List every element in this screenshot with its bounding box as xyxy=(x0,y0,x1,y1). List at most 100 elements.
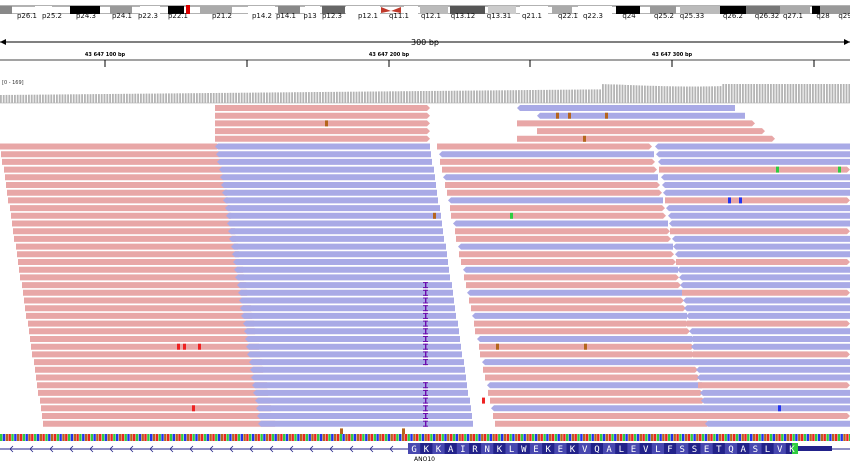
aligned-read[interactable] xyxy=(24,297,252,304)
aligned-read[interactable] xyxy=(215,105,430,111)
alignment-track[interactable] xyxy=(0,104,850,434)
aligned-read[interactable] xyxy=(517,135,775,142)
aligned-read[interactable] xyxy=(686,312,850,319)
aligned-read[interactable] xyxy=(687,320,850,327)
aligned-read[interactable] xyxy=(668,212,850,219)
aligned-read[interactable] xyxy=(658,158,850,165)
aligned-read[interactable] xyxy=(12,220,236,227)
aligned-read[interactable] xyxy=(246,343,461,350)
aligned-read[interactable] xyxy=(655,143,850,150)
aligned-read[interactable] xyxy=(448,197,663,204)
aligned-read[interactable] xyxy=(229,235,444,242)
aligned-read[interactable] xyxy=(1,151,222,158)
aligned-read[interactable] xyxy=(443,174,658,181)
aligned-read[interactable] xyxy=(215,135,430,142)
aligned-read[interactable] xyxy=(234,266,449,273)
aligned-read[interactable] xyxy=(701,397,850,404)
aligned-read[interactable] xyxy=(491,405,706,412)
aligned-read[interactable] xyxy=(4,166,225,173)
aligned-read[interactable] xyxy=(467,289,682,296)
aligned-read[interactable] xyxy=(231,243,446,250)
aligned-read[interactable] xyxy=(245,336,460,342)
aligned-read[interactable] xyxy=(237,282,452,289)
aligned-read[interactable] xyxy=(472,312,687,319)
aligned-read[interactable] xyxy=(455,228,670,235)
aligned-read[interactable] xyxy=(450,205,665,212)
aligned-read[interactable] xyxy=(482,359,697,366)
aligned-read[interactable] xyxy=(243,320,458,327)
aligned-read[interactable] xyxy=(483,366,698,373)
aligned-read[interactable] xyxy=(464,274,679,281)
aligned-read[interactable] xyxy=(17,251,242,258)
aligned-read[interactable] xyxy=(705,420,850,427)
aligned-read[interactable] xyxy=(220,174,435,181)
aligned-read[interactable] xyxy=(447,189,662,196)
aligned-read[interactable] xyxy=(662,182,850,188)
aligned-read[interactable] xyxy=(703,405,850,412)
aligned-read[interactable] xyxy=(659,166,850,173)
aligned-read[interactable] xyxy=(223,197,438,204)
aligned-read[interactable] xyxy=(216,151,431,158)
aligned-read[interactable] xyxy=(693,351,850,358)
aligned-read[interactable] xyxy=(18,259,244,265)
aligned-read[interactable] xyxy=(221,182,436,188)
aligned-read[interactable] xyxy=(252,382,467,389)
aligned-read[interactable] xyxy=(485,374,700,381)
aligned-read[interactable] xyxy=(217,158,432,165)
aligned-read[interactable] xyxy=(19,266,246,273)
aligned-read[interactable] xyxy=(517,105,735,111)
aligned-read[interactable] xyxy=(238,289,453,296)
aligned-read[interactable] xyxy=(215,143,430,150)
aligned-read[interactable] xyxy=(30,336,260,342)
aligned-read[interactable] xyxy=(676,259,850,265)
aligned-read[interactable] xyxy=(215,128,430,135)
aligned-read[interactable] xyxy=(244,328,459,335)
aligned-read[interactable] xyxy=(487,382,702,389)
aligned-read[interactable] xyxy=(661,174,850,181)
aligned-read[interactable] xyxy=(8,197,231,204)
aligned-read[interactable] xyxy=(32,351,263,358)
aligned-read[interactable] xyxy=(683,297,850,304)
aligned-read[interactable] xyxy=(682,289,850,296)
aligned-read[interactable] xyxy=(41,405,274,412)
aligned-read[interactable] xyxy=(445,182,660,188)
aligned-read[interactable] xyxy=(690,336,850,342)
aligned-read[interactable] xyxy=(694,359,850,366)
aligned-read[interactable] xyxy=(677,266,850,273)
aligned-read[interactable] xyxy=(225,205,440,212)
aligned-read[interactable] xyxy=(251,374,466,381)
aligned-read[interactable] xyxy=(5,174,226,181)
aligned-read[interactable] xyxy=(249,359,464,366)
aligned-read[interactable] xyxy=(239,297,454,304)
aligned-read[interactable] xyxy=(23,289,250,296)
aligned-read[interactable] xyxy=(698,382,850,389)
aligned-read[interactable] xyxy=(43,420,278,427)
aligned-read[interactable] xyxy=(488,389,703,396)
aligned-read[interactable] xyxy=(250,366,465,373)
aligned-read[interactable] xyxy=(495,420,710,427)
aligned-read[interactable] xyxy=(35,366,266,373)
aligned-read[interactable] xyxy=(691,343,850,350)
aligned-read[interactable] xyxy=(466,282,681,289)
aligned-read[interactable] xyxy=(439,151,654,158)
aligned-read[interactable] xyxy=(493,413,708,419)
aligned-read[interactable] xyxy=(666,205,850,212)
aligned-read[interactable] xyxy=(233,259,448,265)
aligned-read[interactable] xyxy=(226,212,441,219)
reference-sequence-track[interactable] xyxy=(0,434,850,442)
aligned-read[interactable] xyxy=(437,143,652,150)
aligned-read[interactable] xyxy=(258,420,473,427)
aligned-read[interactable] xyxy=(469,297,684,304)
aligned-read[interactable] xyxy=(20,274,247,281)
aligned-read[interactable] xyxy=(440,158,655,165)
aligned-read[interactable] xyxy=(232,251,447,258)
aligned-read[interactable] xyxy=(22,282,249,289)
aligned-read[interactable] xyxy=(241,312,456,319)
aligned-read[interactable] xyxy=(36,374,268,381)
aligned-read[interactable] xyxy=(26,312,255,319)
aligned-read[interactable] xyxy=(255,397,470,404)
aligned-read[interactable] xyxy=(34,359,265,366)
aligned-read[interactable] xyxy=(227,220,442,227)
aligned-read[interactable] xyxy=(669,220,850,227)
